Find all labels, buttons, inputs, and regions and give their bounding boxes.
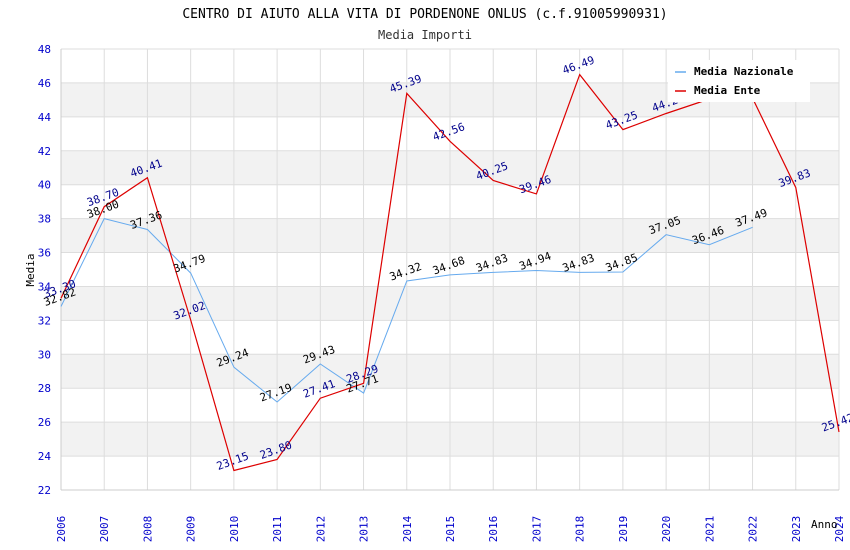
x-tick-label: 2017 <box>530 516 543 543</box>
x-tick-label: 2020 <box>660 516 673 543</box>
x-tick-label: 2013 <box>358 516 371 543</box>
x-tick-label: 2015 <box>444 516 457 543</box>
x-tick-label: 2007 <box>98 516 111 543</box>
data-label-nazionale: 34.85 <box>604 251 640 275</box>
x-tick-label: 2019 <box>617 516 630 543</box>
chart-title: CENTRO DI AIUTO ALLA VITA DI PORDENONE O… <box>182 7 667 22</box>
gridlines <box>60 48 840 491</box>
x-tick-label: 2006 <box>55 516 68 543</box>
data-label-ente: 46.49 <box>561 54 597 78</box>
y-tick-label: 26 <box>38 416 51 429</box>
y-tick-label: 34 <box>38 280 52 293</box>
y-tick-label: 30 <box>38 348 51 361</box>
x-tick-label: 2011 <box>271 516 284 543</box>
x-tick-label: 2010 <box>228 516 241 543</box>
x-axis-label: Anno <box>811 518 838 531</box>
y-tick-label: 44 <box>38 111 52 124</box>
x-tick-label: 2021 <box>703 516 716 543</box>
legend-label-ente: Media Ente <box>694 84 761 97</box>
y-tick-label: 38 <box>38 213 51 226</box>
x-tick-label: 2014 <box>401 515 414 542</box>
x-tick-label: 2016 <box>487 516 500 543</box>
legend: Media Nazionale Media Ente <box>668 60 810 102</box>
x-tick-label: 2012 <box>314 516 327 543</box>
x-tick-label: 2024 <box>833 515 846 542</box>
y-axis-label: Media <box>24 253 37 286</box>
y-tick-label: 28 <box>38 382 51 395</box>
data-label-nazionale: 34.83 <box>474 251 510 275</box>
x-tick-label: 2022 <box>747 516 760 543</box>
x-tick-label: 2009 <box>185 516 198 543</box>
y-tick-label: 36 <box>38 247 51 260</box>
y-tick-label: 22 <box>38 484 51 497</box>
y-tick-label: 42 <box>38 145 51 158</box>
x-axis-ticks: 2006 2007 2008 2009 2010 2011 2012 2013 2014 2015… <box>55 515 846 542</box>
data-label-nazionale: 34.32 <box>388 260 424 284</box>
y-tick-label: 46 <box>38 77 51 90</box>
y-tick-label: 24 <box>38 450 52 463</box>
y-axis-ticks: 22 24 26 28 30 32 34 36 38 40 42 44 46 48 <box>38 43 52 497</box>
legend-label-nazionale: Media Nazionale <box>694 65 794 78</box>
chart-subtitle: Media Importi <box>378 28 472 42</box>
y-tick-label: 32 <box>38 314 51 327</box>
series-line-nazionale <box>60 218 753 403</box>
x-tick-label: 2023 <box>790 516 803 543</box>
y-tick-label: 40 <box>38 179 51 192</box>
legend-box <box>668 60 810 102</box>
x-tick-label: 2008 <box>141 516 154 543</box>
data-label-nazionale: 34.83 <box>561 251 597 275</box>
y-tick-label: 48 <box>38 43 51 56</box>
x-tick-label: 2018 <box>574 516 587 543</box>
